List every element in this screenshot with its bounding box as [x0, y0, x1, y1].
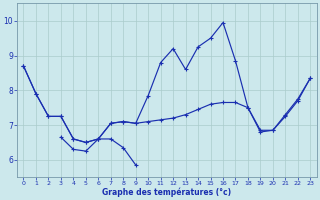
- X-axis label: Graphe des températures (°c): Graphe des températures (°c): [102, 187, 231, 197]
